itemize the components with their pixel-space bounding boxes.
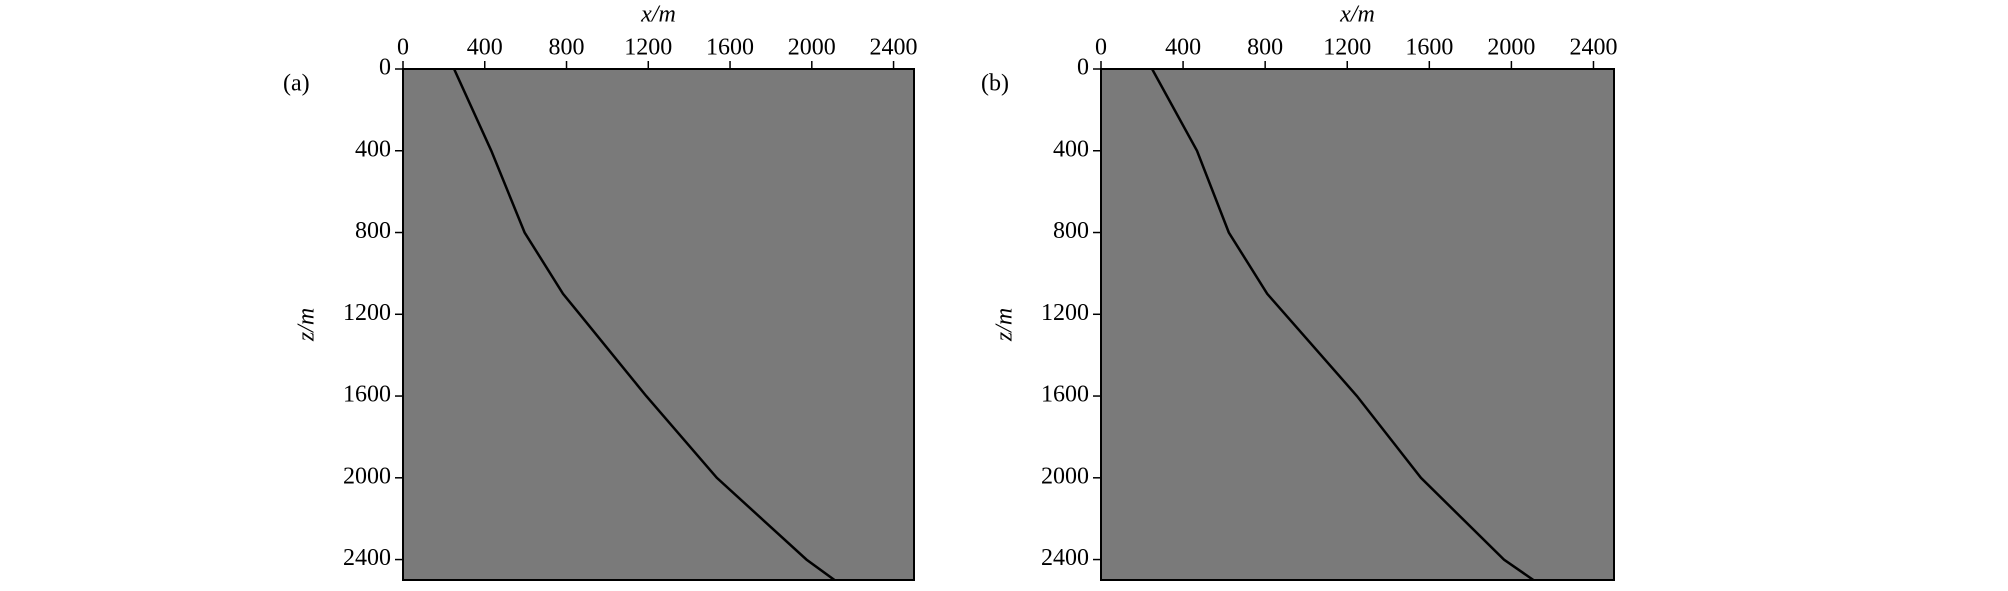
y-tick-label: 400 xyxy=(1053,136,1089,162)
y-tick-label: 800 xyxy=(1053,218,1089,244)
x-tick-label: 800 xyxy=(1247,35,1283,61)
plot-frame xyxy=(402,68,915,581)
y-tick-label: 2000 xyxy=(1041,463,1089,489)
x-tick-label: 1200 xyxy=(624,35,672,61)
x-tick-label: 800 xyxy=(549,35,585,61)
x-tick-label: 400 xyxy=(1165,35,1201,61)
wavefield-image xyxy=(403,69,914,580)
x-tick-label: 1600 xyxy=(706,35,754,61)
y-axis-label: z/m xyxy=(992,308,1018,342)
y-tick-label: 400 xyxy=(355,136,391,162)
x-tick-label: 2400 xyxy=(870,35,918,61)
wavefield-image xyxy=(1101,69,1614,580)
y-tick-label: 1200 xyxy=(1041,300,1089,326)
ray-layer xyxy=(452,69,836,580)
x-tick-label: 0 xyxy=(397,35,409,61)
y-axis-label: z/m xyxy=(294,308,320,342)
y-tick-label: 0 xyxy=(1077,55,1089,81)
x-tick-label: 1200 xyxy=(1323,35,1371,61)
ray-path xyxy=(1151,69,1535,580)
panel-label: (b) xyxy=(981,71,1009,97)
x-tick-label: 2400 xyxy=(1569,35,1617,61)
y-tick-label: 1600 xyxy=(343,382,391,408)
x-axis-label: x/m xyxy=(1339,2,1375,28)
x-tick-label: 2000 xyxy=(1487,35,1535,61)
y-tick-label: 2400 xyxy=(343,545,391,571)
panel-label: (a) xyxy=(283,71,310,97)
plot-frame xyxy=(1100,68,1615,581)
y-tick-label: 1200 xyxy=(343,300,391,326)
ray-path xyxy=(452,69,836,580)
y-tick-label: 800 xyxy=(355,218,391,244)
x-tick-label: 0 xyxy=(1095,35,1107,61)
ray-layer xyxy=(1151,69,1535,580)
x-tick-label: 2000 xyxy=(788,35,836,61)
x-tick-label: 1600 xyxy=(1405,35,1453,61)
x-tick-label: 400 xyxy=(467,35,503,61)
y-tick-label: 0 xyxy=(379,55,391,81)
x-axis-label: x/m xyxy=(640,2,676,28)
y-tick-label: 1600 xyxy=(1041,382,1089,408)
y-tick-label: 2400 xyxy=(1041,545,1089,571)
y-tick-label: 2000 xyxy=(343,463,391,489)
